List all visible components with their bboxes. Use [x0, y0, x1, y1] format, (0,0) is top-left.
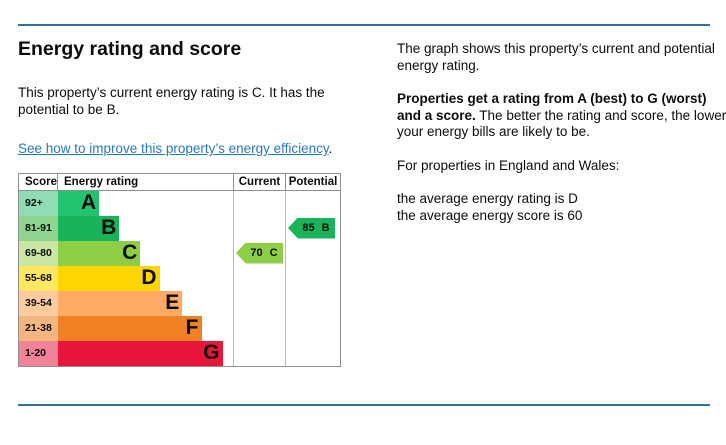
averages: the average energy rating is D the avera… [397, 191, 726, 224]
rating-explanation-rest: The better the rating and score, the low… [397, 107, 726, 140]
chart-header: Score Energy rating Current Potential [19, 173, 340, 191]
current-rating-arrow: 70 C [236, 242, 283, 264]
link-suffix: . [328, 141, 333, 156]
score-range: 39-54 [19, 290, 58, 316]
intro-text: This property’s current energy rating is… [18, 85, 325, 117]
score-range: 55-68 [19, 265, 58, 291]
score-range: 69-80 [19, 240, 58, 266]
region-note: For properties in England and Wales: [397, 157, 620, 173]
potential-cell [286, 291, 340, 316]
band-bar: D [58, 265, 160, 291]
potential-cell [286, 316, 340, 341]
potential-score: 85 [302, 222, 315, 234]
band-bar: B [58, 215, 120, 241]
left-column: Energy rating and score This property’s … [18, 38, 358, 367]
bottom-divider [18, 404, 710, 406]
band-letter: A [80, 190, 97, 214]
band-row-c: 69-80 C 70 C [19, 240, 340, 266]
band-row-b: 81-91 B 85 B [19, 215, 340, 241]
band-letter: F [185, 315, 199, 339]
band-row-a: 92+ A [19, 190, 340, 216]
potential-cell [286, 341, 340, 366]
current-cell [234, 215, 286, 241]
band-bar: F [58, 315, 202, 341]
potential-cell [286, 191, 340, 216]
header-energy-rating: Energy rating [58, 173, 234, 190]
current-cell: 70 C [234, 240, 286, 266]
current-score: 70 [250, 247, 263, 259]
rating-explanation-bold: Properties get a rating from A (best) to… [397, 91, 707, 123]
current-cell [234, 340, 286, 366]
graph-description: The graph shows this property’s current … [397, 41, 715, 73]
band-row-e: 39-54 E [19, 290, 340, 316]
band-letter: B [101, 215, 117, 239]
header-current: Current [234, 173, 286, 190]
band-bar: C [58, 240, 141, 266]
band-bar: E [58, 290, 183, 316]
rating-explanation: Properties get a rating from A (best) to… [397, 91, 726, 141]
current-band: C [269, 247, 278, 259]
current-cell [234, 315, 286, 341]
band-row-g: 1-20 G [19, 340, 340, 366]
score-range: 81-91 [19, 215, 58, 241]
potential-cell: 85 B [286, 216, 340, 241]
epc-chart: Score Energy rating Current Potential 92… [18, 172, 341, 367]
score-range: 21-38 [19, 315, 58, 341]
score-range: 1-20 [19, 340, 58, 366]
band-row-d: 55-68 D [19, 265, 340, 291]
improve-efficiency-link[interactable]: See how to improve this property’s energ… [18, 141, 329, 156]
potential-band: B [321, 222, 330, 234]
potential-cell [286, 241, 340, 266]
band-bar: G [58, 340, 223, 366]
average-score-line: the average energy score is 60 [397, 207, 583, 223]
average-rating-line: the average energy rating is D [397, 191, 578, 206]
band-letter: C [122, 240, 138, 264]
potential-rating-arrow: 85 B [288, 217, 335, 239]
current-cell [234, 190, 286, 216]
band-letter: D [141, 265, 157, 289]
page-title: Energy rating and score [18, 38, 242, 60]
right-column: The graph shows this property’s current … [397, 41, 726, 224]
current-cell [234, 265, 286, 291]
header-potential: Potential [288, 175, 338, 188]
current-cell [234, 290, 286, 316]
link-sentence: See how to improve this property’s energ… [18, 141, 350, 158]
band-letter: E [165, 290, 180, 314]
top-divider [18, 24, 710, 26]
band-row-f: 21-38 F [19, 315, 340, 341]
band-bar: A [58, 190, 100, 216]
band-letter: G [203, 340, 220, 364]
potential-cell [286, 266, 340, 291]
score-range: 92+ [19, 190, 58, 216]
header-score: Score [19, 173, 58, 190]
